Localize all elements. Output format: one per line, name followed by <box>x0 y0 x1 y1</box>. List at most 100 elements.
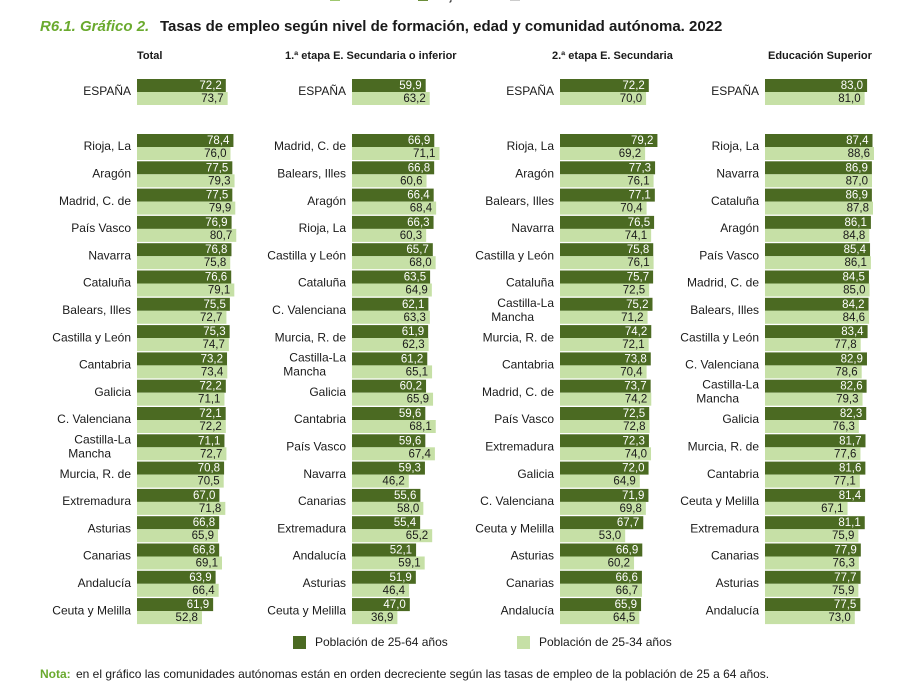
note-label: Nota: <box>40 667 71 681</box>
bar <box>352 201 437 215</box>
value-label: 87,4 <box>846 135 869 147</box>
category-label: Murcia, R. de <box>688 439 760 453</box>
value-label: 69,1 <box>196 558 218 570</box>
value-label: 70,0 <box>620 93 642 105</box>
category-label: Galicia <box>309 385 346 399</box>
value-label: 69,2 <box>619 148 641 160</box>
bar <box>560 447 652 461</box>
bar <box>560 611 640 625</box>
value-label: 63,2 <box>403 93 425 105</box>
bar <box>137 310 227 324</box>
value-label: 77,1 <box>833 476 855 488</box>
value-label: 76,8 <box>205 244 227 256</box>
category-label: País Vasco <box>494 412 554 426</box>
bar <box>560 392 652 406</box>
bar <box>352 598 410 612</box>
bar <box>352 161 435 175</box>
category-label: Extremadura <box>690 521 759 535</box>
bar <box>560 201 647 215</box>
category-label: Asturias <box>716 576 759 590</box>
category-label: Navarra <box>88 248 131 262</box>
value-label: 73,7 <box>201 93 223 105</box>
cropped-legend-swatch <box>510 0 520 1</box>
value-label: 75,7 <box>627 272 649 284</box>
value-label: 76,1 <box>627 175 649 187</box>
bar <box>560 79 649 92</box>
bar <box>137 488 220 502</box>
value-label: 77,7 <box>834 572 856 584</box>
bar <box>137 228 237 242</box>
bar <box>765 570 861 584</box>
bar <box>352 134 435 147</box>
category-label: Aragón <box>307 194 346 208</box>
value-label: 74,2 <box>625 394 647 406</box>
value-label: 76,6 <box>205 272 227 284</box>
bar <box>560 420 650 433</box>
bar <box>352 583 410 597</box>
value-label: 66,6 <box>616 572 638 584</box>
value-label: 72,1 <box>622 339 644 351</box>
bar <box>560 147 646 160</box>
value-label: 77,5 <box>834 599 856 611</box>
value-label: 75,8 <box>204 257 226 269</box>
category-label: Cantabria <box>502 358 554 372</box>
bar <box>560 338 649 352</box>
bar <box>137 434 225 448</box>
bar <box>560 570 642 584</box>
bar <box>765 501 848 515</box>
category-label: Aragón <box>515 166 554 180</box>
value-label: 59,9 <box>399 80 421 92</box>
bar <box>137 543 220 557</box>
bar <box>352 379 427 393</box>
value-label: 75,5 <box>203 299 225 311</box>
bar <box>560 161 656 175</box>
value-label: 76,3 <box>832 558 854 570</box>
bar <box>560 379 651 393</box>
value-label: 71,1 <box>413 148 435 160</box>
value-label: 64,9 <box>405 285 427 297</box>
category-label: C. Valenciana <box>480 494 554 508</box>
bar <box>352 352 428 366</box>
bar <box>560 270 654 284</box>
value-label: 86,9 <box>845 162 867 174</box>
category-label: Balears, Illes <box>277 166 346 180</box>
bar <box>137 556 222 570</box>
category-label: Cantabria <box>294 412 346 426</box>
category-label: ESPAÑA <box>711 84 759 98</box>
category-label: Castilla-La Mancha <box>283 351 346 379</box>
bar <box>137 283 235 297</box>
value-label: 78,6 <box>835 366 857 378</box>
bar <box>765 556 859 570</box>
value-label: 72,2 <box>199 80 221 92</box>
bar <box>352 420 436 433</box>
bar <box>560 365 647 379</box>
category-label: Andalucía <box>293 549 347 563</box>
value-label: 61,2 <box>401 353 423 365</box>
bar <box>352 474 409 488</box>
value-label: 67,0 <box>193 490 215 502</box>
bar <box>352 79 426 92</box>
value-label: 67,1 <box>821 503 843 515</box>
bar <box>137 161 233 175</box>
category-label: Ceuta y Melilla <box>52 603 131 617</box>
category-label: Ceuta y Melilla <box>475 521 554 535</box>
bar <box>560 256 654 270</box>
value-label: 81,6 <box>839 463 861 475</box>
value-label: 76,3 <box>832 421 854 433</box>
category-label: Aragón <box>92 166 131 180</box>
category-label: C. Valenciana <box>272 303 346 317</box>
value-label: 60,2 <box>608 558 630 570</box>
category-label: Balears, Illes <box>690 303 759 317</box>
category-label: Aragón <box>720 221 759 235</box>
value-label: 73,8 <box>624 353 646 365</box>
bar <box>352 283 432 297</box>
value-label: 82,3 <box>840 408 862 420</box>
value-label: 66,3 <box>407 217 429 229</box>
value-label: 63,3 <box>403 312 425 324</box>
value-label: 75,8 <box>627 244 649 256</box>
bar <box>137 516 220 530</box>
category-label: Extremadura <box>277 521 346 535</box>
value-label: 69,8 <box>619 503 641 515</box>
cropped-legend-label: Ambos sexos <box>525 0 597 3</box>
bar <box>352 228 427 242</box>
